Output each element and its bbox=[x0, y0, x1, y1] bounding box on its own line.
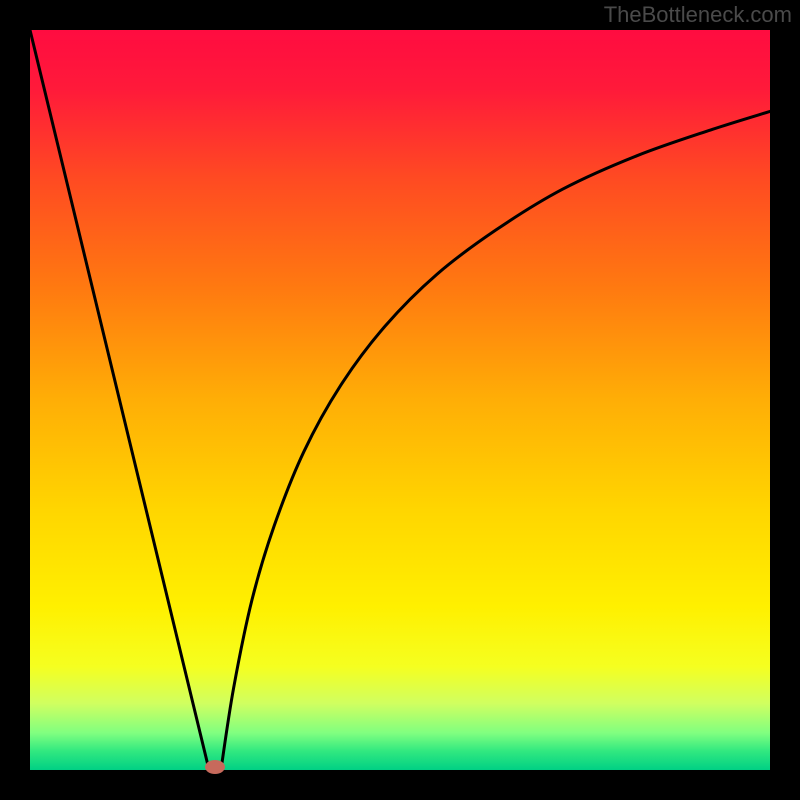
plot-area bbox=[30, 30, 770, 770]
curve-svg bbox=[30, 30, 770, 770]
watermark-text: TheBottleneck.com bbox=[604, 2, 792, 28]
chart-container: TheBottleneck.com bbox=[0, 0, 800, 800]
minimum-marker bbox=[205, 760, 225, 774]
